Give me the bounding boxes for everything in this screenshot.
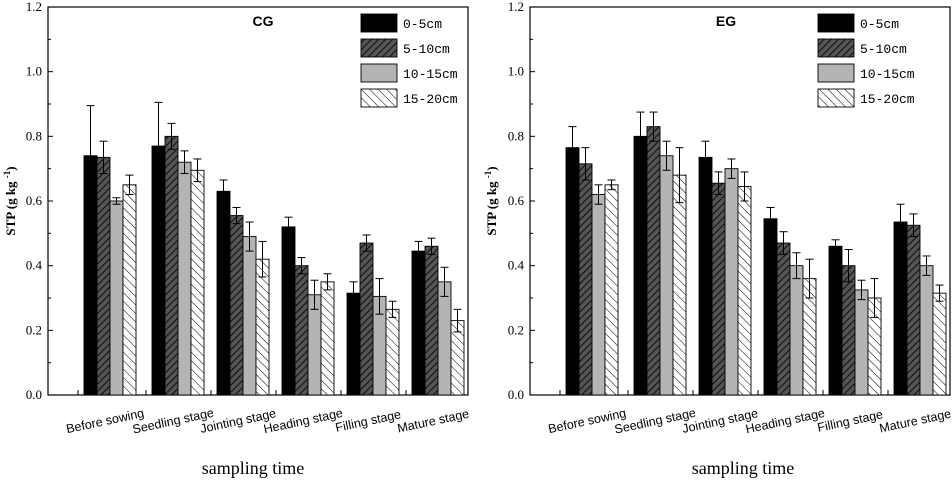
legend-swatch-15-20cm xyxy=(817,88,855,108)
legend-swatch-15-20cm xyxy=(360,88,398,108)
y-tick-label: 0.2 xyxy=(508,322,524,337)
y-tick-label: 0.8 xyxy=(508,128,524,143)
bar-15-20cm-seedling-stage xyxy=(672,174,687,396)
legend-label: 5-10cm xyxy=(860,42,907,57)
legend-swatch-10-15cm xyxy=(817,63,855,83)
bar-15-20cm-filling-stage xyxy=(385,308,400,396)
bar-0-5cm-mature-stage xyxy=(411,250,426,396)
panel-title: CG xyxy=(253,13,274,29)
legend-swatch-10-15cm xyxy=(360,63,398,83)
y-axis-label: STP (g kg -1) xyxy=(483,166,499,235)
x-axis-label: sampling time xyxy=(202,458,305,478)
bar-0-5cm-jointing-stage xyxy=(216,190,231,396)
bar-0-5cm-jointing-stage xyxy=(698,156,713,396)
y-tick-label: 0.8 xyxy=(26,128,42,143)
legend-label: 0-5cm xyxy=(860,17,899,32)
legend-swatch-0-5cm xyxy=(360,13,398,33)
bar-5-10cm-before-sowing xyxy=(578,163,593,396)
bar-5-10cm-seedling-stage xyxy=(646,126,661,396)
x-category-label: Filling stage xyxy=(334,407,402,435)
y-tick-label: 0.0 xyxy=(508,387,524,402)
bar-15-20cm-jointing-stage xyxy=(255,258,270,396)
legend-label: 0-5cm xyxy=(403,17,442,32)
y-tick-label: 0.6 xyxy=(26,193,43,208)
legend-label: 15-20cm xyxy=(860,92,915,107)
y-tick-label: 1.0 xyxy=(26,64,42,79)
bar-5-10cm-before-sowing xyxy=(96,156,111,396)
bar-10-15cm-seedling-stage xyxy=(659,155,674,396)
legend-label: 15-20cm xyxy=(403,92,458,107)
bar-0-5cm-filling-stage xyxy=(346,292,361,396)
y-tick-label: 1.2 xyxy=(508,0,524,14)
bar-10-15cm-before-sowing xyxy=(109,200,124,396)
y-tick-label: 0.4 xyxy=(508,258,525,273)
bar-5-10cm-mature-stage xyxy=(424,245,439,396)
legend-label: 10-15cm xyxy=(860,67,915,82)
bar-10-15cm-jointing-stage xyxy=(724,168,739,396)
bar-10-15cm-mature-stage xyxy=(437,281,452,396)
bar-0-5cm-filling-stage xyxy=(828,245,843,396)
bar-0-5cm-seedling-stage xyxy=(633,135,648,396)
bar-10-15cm-seedling-stage xyxy=(177,161,192,396)
bar-15-20cm-mature-stage xyxy=(932,292,947,396)
legend-swatch-5-10cm xyxy=(817,38,855,58)
y-tick-label: 1.0 xyxy=(508,64,524,79)
legend-label: 10-15cm xyxy=(403,67,458,82)
bar-15-20cm-before-sowing xyxy=(604,184,619,396)
bar-5-10cm-filling-stage xyxy=(359,242,374,396)
bar-10-15cm-heading-stage xyxy=(789,265,804,396)
bar-10-15cm-before-sowing xyxy=(591,194,606,396)
bar-5-10cm-heading-stage xyxy=(776,242,791,396)
bar-10-15cm-jointing-stage xyxy=(242,236,257,396)
x-category-label: Mature stage xyxy=(396,407,470,436)
bar-5-10cm-seedling-stage xyxy=(164,135,179,396)
bar-5-10cm-jointing-stage xyxy=(711,182,726,396)
bar-10-15cm-filling-stage xyxy=(854,289,869,396)
bar-5-10cm-heading-stage xyxy=(294,265,309,396)
y-tick-label: 1.2 xyxy=(26,0,42,14)
legend-swatch-5-10cm xyxy=(360,38,398,58)
y-tick-label: 0.4 xyxy=(26,258,43,273)
bar-0-5cm-mature-stage xyxy=(893,221,908,396)
y-axis-label: STP (g kg -1) xyxy=(2,166,18,235)
x-axis-label: sampling time xyxy=(692,458,795,478)
x-category-label: Mature stage xyxy=(878,407,952,436)
bar-15-20cm-heading-stage xyxy=(320,281,335,396)
bar-0-5cm-before-sowing xyxy=(565,147,580,396)
y-tick-label: 0.6 xyxy=(508,193,525,208)
bar-15-20cm-seedling-stage xyxy=(190,169,205,396)
bar-15-20cm-before-sowing xyxy=(122,184,137,396)
bar-0-5cm-heading-stage xyxy=(763,218,778,396)
y-tick-label: 0.2 xyxy=(26,322,42,337)
bar-0-5cm-heading-stage xyxy=(281,226,296,396)
legend-label: 5-10cm xyxy=(403,42,450,57)
bar-15-20cm-jointing-stage xyxy=(737,185,752,396)
legend-swatch-0-5cm xyxy=(817,13,855,33)
bar-5-10cm-mature-stage xyxy=(906,224,921,396)
bar-10-15cm-mature-stage xyxy=(919,265,934,396)
bar-5-10cm-filling-stage xyxy=(841,265,856,396)
bar-5-10cm-jointing-stage xyxy=(229,215,244,396)
x-category-label: Filling stage xyxy=(816,407,884,435)
panel-title: EG xyxy=(716,13,736,29)
y-tick-label: 0.0 xyxy=(26,387,42,402)
